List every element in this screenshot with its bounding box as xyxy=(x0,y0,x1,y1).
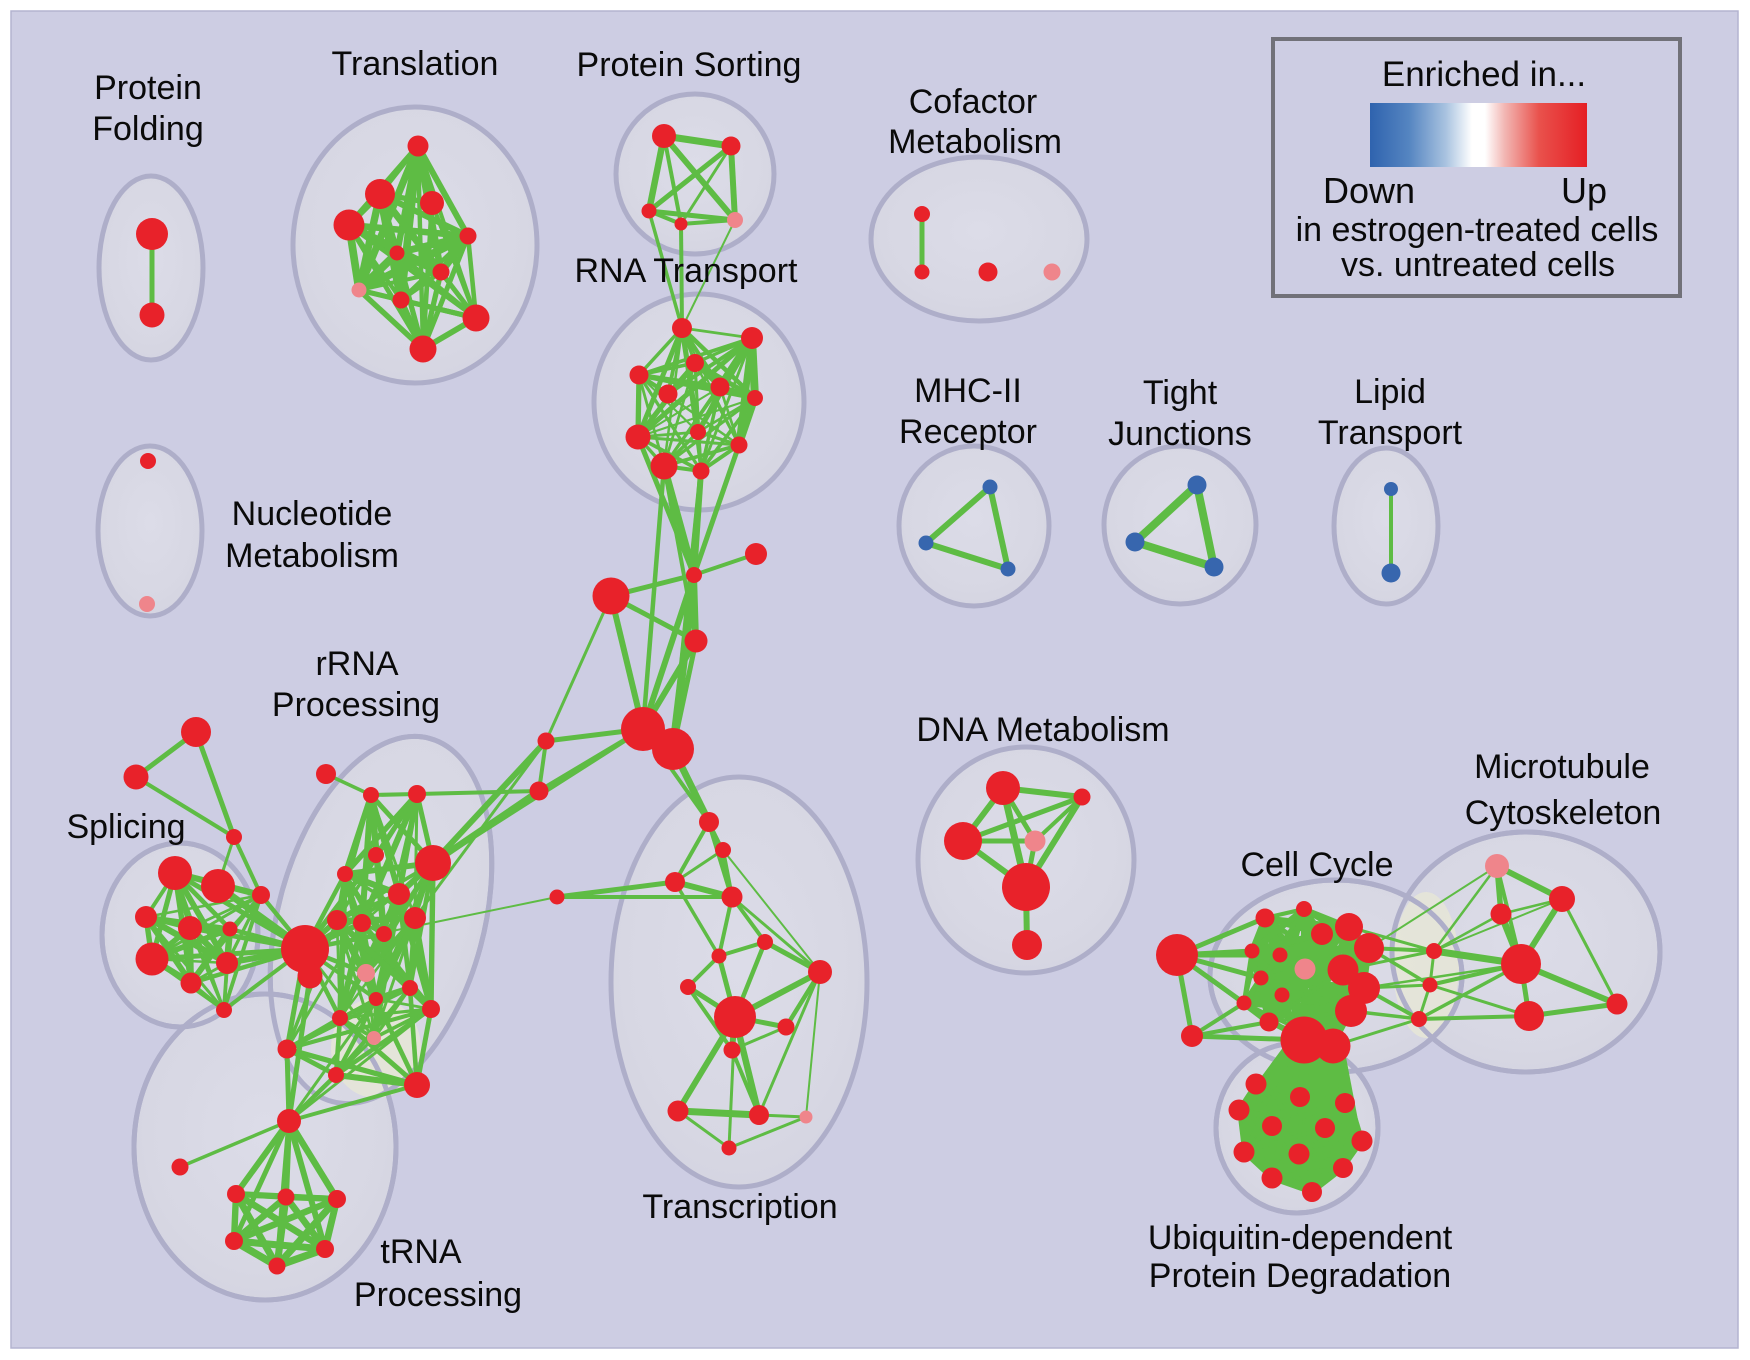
svg-text:Metabolism: Metabolism xyxy=(888,123,1062,161)
svg-text:Protein Sorting: Protein Sorting xyxy=(577,46,802,84)
svg-text:Down: Down xyxy=(1323,170,1415,211)
svg-text:Microtubule: Microtubule xyxy=(1474,748,1650,786)
svg-text:Ubiquitin-dependent: Ubiquitin-dependent xyxy=(1148,1219,1453,1257)
svg-text:Nucleotide: Nucleotide xyxy=(232,495,393,533)
svg-text:in estrogen-treated cells: in estrogen-treated cells xyxy=(1296,211,1659,249)
svg-text:Metabolism: Metabolism xyxy=(225,537,399,575)
svg-text:Up: Up xyxy=(1561,170,1607,211)
svg-text:Protein Degradation: Protein Degradation xyxy=(1149,1257,1451,1295)
svg-text:DNA Metabolism: DNA Metabolism xyxy=(916,711,1169,749)
svg-text:Processing: Processing xyxy=(354,1276,522,1314)
svg-text:rRNA: rRNA xyxy=(315,645,398,683)
svg-text:Transport: Transport xyxy=(1318,414,1463,452)
svg-text:Protein: Protein xyxy=(94,69,202,107)
svg-text:Cytoskeleton: Cytoskeleton xyxy=(1465,794,1662,832)
svg-text:Receptor: Receptor xyxy=(899,413,1037,451)
svg-text:Junctions: Junctions xyxy=(1108,415,1252,453)
svg-text:Lipid: Lipid xyxy=(1354,373,1426,411)
svg-text:Translation: Translation xyxy=(332,45,499,83)
svg-text:Processing: Processing xyxy=(272,686,440,724)
svg-text:Cell Cycle: Cell Cycle xyxy=(1240,846,1393,884)
svg-text:Transcription: Transcription xyxy=(642,1188,837,1226)
svg-text:Cofactor: Cofactor xyxy=(909,83,1038,121)
svg-text:vs. untreated cells: vs. untreated cells xyxy=(1341,246,1615,284)
svg-text:MHC-II: MHC-II xyxy=(914,372,1022,410)
svg-text:Splicing: Splicing xyxy=(66,808,185,846)
svg-text:Tight: Tight xyxy=(1143,374,1218,412)
svg-text:Folding: Folding xyxy=(92,110,204,148)
svg-text:tRNA: tRNA xyxy=(380,1233,462,1271)
svg-text:Enriched in...: Enriched in... xyxy=(1382,55,1586,94)
svg-text:RNA Transport: RNA Transport xyxy=(575,252,799,290)
